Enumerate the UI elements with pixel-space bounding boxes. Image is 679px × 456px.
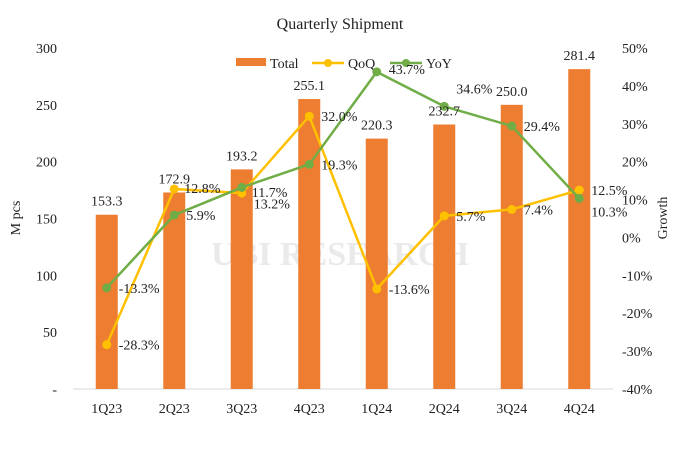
bar-label: 220.3 <box>361 119 393 134</box>
chart-title: Quarterly Shipment <box>277 16 404 33</box>
x-tick-label: 2Q24 <box>429 402 460 417</box>
bar-total <box>298 99 321 390</box>
point-qoq <box>507 204 517 214</box>
y2-tick-label: -40% <box>622 383 653 398</box>
y-tick-label: 200 <box>36 156 57 171</box>
point-qoq <box>304 111 314 121</box>
y2-tick-label: 30% <box>622 118 648 133</box>
y2-tick-label: -20% <box>622 307 653 322</box>
x-tick-label: 1Q23 <box>91 402 122 417</box>
y-tick-label: 100 <box>36 269 57 284</box>
bar-total <box>163 192 186 389</box>
bar-label: 255.1 <box>294 79 326 94</box>
x-tick-label: 2Q23 <box>159 402 190 417</box>
point-yoy <box>574 193 584 203</box>
bar-total <box>95 214 118 389</box>
bar-label: 153.3 <box>91 195 123 210</box>
point-label-yoy: 43.7% <box>389 63 426 78</box>
point-qoq <box>439 211 449 221</box>
y2-tick-label: -30% <box>622 345 653 360</box>
point-yoy <box>372 67 382 77</box>
point-label-qoq: 12.5% <box>591 184 628 199</box>
point-yoy <box>102 283 112 293</box>
x-tick-label: 1Q24 <box>361 402 392 417</box>
point-label-qoq: 5.7% <box>456 210 486 225</box>
y-tick-label: 50 <box>43 326 57 341</box>
bar-total <box>433 124 456 389</box>
y2-tick-label: 50% <box>622 42 648 57</box>
point-label-yoy: 29.4% <box>524 120 561 135</box>
legend-label: YoY <box>426 57 452 72</box>
bar-label: 232.7 <box>429 104 461 119</box>
bar-label: 281.4 <box>564 49 596 64</box>
point-label-yoy: 34.6% <box>456 82 493 97</box>
point-yoy <box>507 121 517 131</box>
point-qoq <box>372 284 382 294</box>
point-qoq <box>169 184 179 194</box>
y-tick-label: 150 <box>36 213 57 228</box>
bar-label: 172.9 <box>159 172 191 187</box>
point-label-yoy: 10.3% <box>591 205 628 220</box>
bar-label: 193.2 <box>226 149 258 164</box>
legend-swatch-total <box>236 58 266 66</box>
watermark: UBI RESEARCH <box>211 236 469 273</box>
legend-marker <box>324 59 332 67</box>
point-label-qoq: 12.8% <box>184 182 221 197</box>
point-yoy <box>237 182 247 192</box>
y2-tick-label: 0% <box>622 231 641 246</box>
y2-axis-label: Growth <box>656 197 671 240</box>
legend-label: QoQ <box>348 57 375 72</box>
point-label-qoq: 11.7% <box>252 186 288 201</box>
point-label-yoy: 13.2% <box>254 197 291 212</box>
point-yoy <box>169 210 179 220</box>
point-yoy <box>304 159 314 169</box>
point-yoy <box>439 101 449 111</box>
x-tick-label: 3Q24 <box>496 402 527 417</box>
point-qoq <box>574 185 584 195</box>
bar-label: 250.0 <box>496 85 528 100</box>
line-yoy <box>105 70 581 289</box>
point-label-qoq: 32.0% <box>321 110 358 125</box>
x-tick-label: 4Q23 <box>294 402 325 417</box>
legend: Total QoQ YoY <box>236 57 452 72</box>
line-qoq <box>105 113 580 346</box>
y-tick-label: 250 <box>36 99 57 114</box>
point-label-qoq: 7.4% <box>524 203 554 218</box>
bar-total <box>568 69 591 389</box>
point-qoq <box>102 340 112 350</box>
y-axis-label: M pcs <box>9 201 24 236</box>
legend-label: Total <box>270 57 299 72</box>
y2-tick-label: 20% <box>622 156 648 171</box>
y2-tick-label: 10% <box>622 194 648 209</box>
x-tick-label: 4Q24 <box>564 402 595 417</box>
x-tick-label: 3Q23 <box>226 402 257 417</box>
y2-tick-label: 40% <box>622 80 648 95</box>
point-label-yoy: 19.3% <box>321 158 358 173</box>
bar-total <box>230 169 253 389</box>
point-label-qoq: -28.3% <box>119 339 160 354</box>
y-tick-label: - <box>52 383 57 398</box>
point-label-qoq: -13.6% <box>389 283 430 298</box>
y2-tick-label: -10% <box>622 269 653 284</box>
point-label-yoy: -13.3% <box>119 282 160 297</box>
legend-marker <box>402 59 410 67</box>
bar-total <box>365 138 388 389</box>
bar-total <box>500 104 523 389</box>
point-label-yoy: 5.9% <box>186 209 216 224</box>
y-tick-label: 300 <box>36 42 57 57</box>
